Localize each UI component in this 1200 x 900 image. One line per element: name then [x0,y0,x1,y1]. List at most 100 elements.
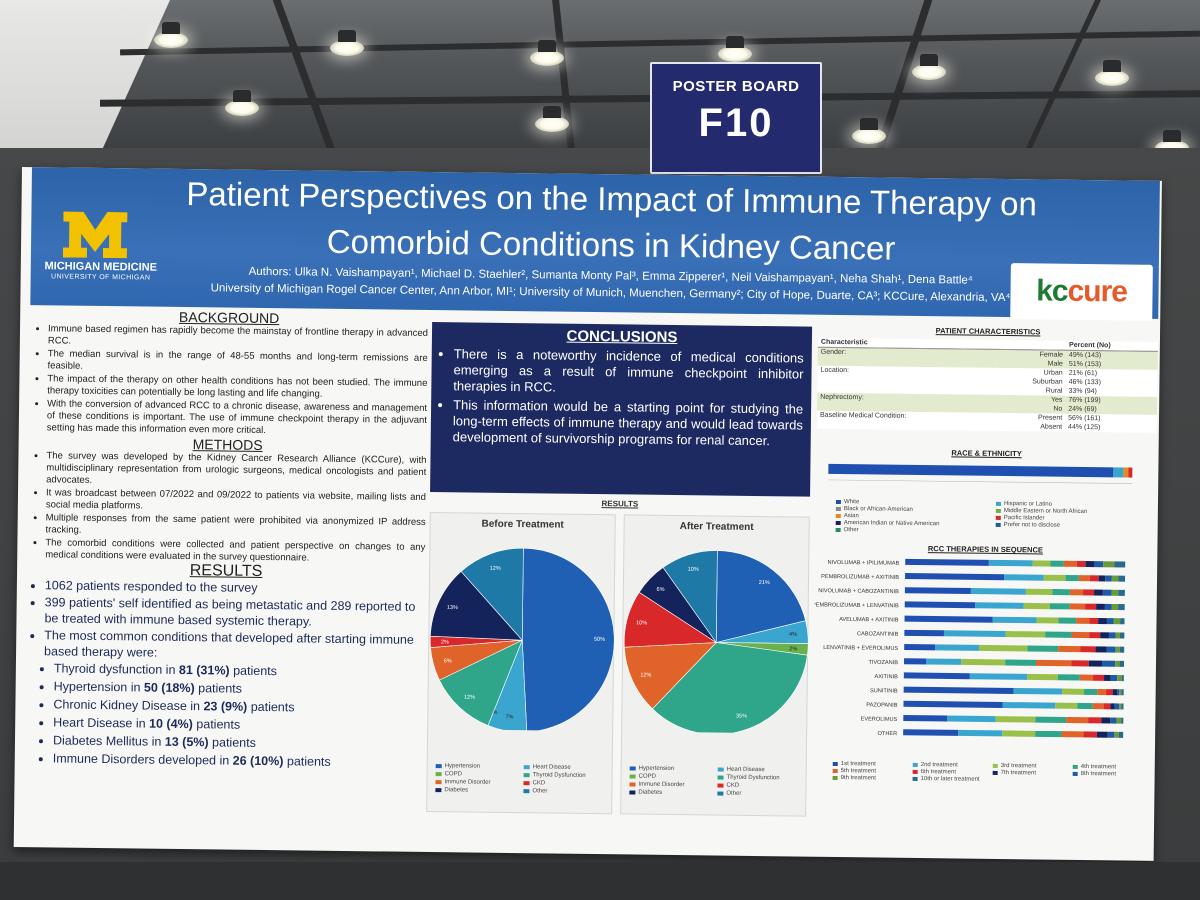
rcc-bar-segment [1083,589,1095,596]
legend-swatch [995,501,1001,506]
rcc-bar-segment [1112,689,1118,696]
rcc-therapy-label: AXITINIB [874,674,898,680]
legend-label: COPD [444,771,462,778]
right-column: PATIENT CHARACTERISTICS Characteristic P… [812,325,1158,859]
legend-label: 3rd treatment [1000,763,1037,770]
rcc-bar-segment [969,673,1028,680]
rcc-bar-segment [1115,632,1120,639]
rcc-bar-segment [903,700,1003,709]
background-item: With the conversion of advanced RCC to a… [47,398,427,439]
legend-entry: 5th treatment [832,768,913,775]
legend-swatch [995,508,1001,513]
pie-data-label: 0% [489,710,497,716]
rcc-bar-segment [1055,702,1078,709]
condition-text: patients [229,663,278,679]
rcc-bar-segment [1066,716,1089,724]
results-item: The most common conditions that develope… [44,627,424,664]
legend-label: Immune Disorder [638,781,685,789]
legend-entry: Other [523,788,611,795]
poster-title-line2: Comorbid Conditions in Kidney Cancer [326,222,896,267]
rcc-bar-segment [1121,675,1124,682]
rcc-bar-segment [1101,717,1111,724]
rcc-bar-segment [1115,646,1120,653]
legend-entry: 1st treatment [832,761,913,768]
rcc-bar-segment [1002,702,1056,709]
legend-label: CKD [532,780,546,787]
legend-swatch [629,790,636,795]
legend-swatch [629,782,636,787]
rcc-bar-segment [958,729,1003,737]
ceiling-beam [272,0,336,150]
rcc-bar-segment [1061,731,1084,738]
legend-label: White [843,499,860,506]
methods-item: Multiple responses from the same patient… [45,512,426,541]
kccure-logo: kccure [1010,263,1153,321]
legend-label: 8th treatment [1080,770,1117,778]
rcc-bar-segment [1118,575,1126,582]
results-charts-label: RESULTS [601,499,639,509]
rcc-bar-segment [1092,703,1104,710]
legend-label: Hispanic or Latino [1003,501,1053,508]
rcc-bar-segment [1076,560,1086,568]
legend-label: 2nd treatment [920,762,958,769]
legend-label: Hypertension [638,765,675,773]
rcc-bar-segment [1105,575,1112,582]
legend-swatch [717,775,724,780]
legend-swatch [1072,764,1078,769]
rcc-bar-segment [1110,674,1118,682]
rcc-bar-segment [1093,674,1105,681]
legend-label: 4th treatment [1080,763,1117,771]
legend-label: CKD [726,782,740,789]
legend-label: American Indian or Native American [843,520,940,528]
condition-text: Chronic Kidney Disease in [53,697,204,714]
pie-legend: Hypertension Heart Disease COPD Thyroid Dys… [629,765,805,797]
pie-data-label: 12% [490,566,501,572]
condition-count: 81 (31%) [178,662,230,678]
legend-entry: Diabetes [629,789,717,796]
legend-entry: Immune Disorder [629,781,717,788]
rcc-bar-segment [1083,731,1097,738]
legend-swatch [435,764,442,769]
pie-slice [439,639,523,726]
condition-count: 50 (18%) [143,680,195,696]
kccure-logo-part: cure [1067,274,1128,309]
conclusions-item: There is a noteworthy incidence of medic… [453,346,804,398]
rcc-bar-segment [1043,574,1066,581]
rcc-bar-segment [1065,574,1079,582]
rcc-therapy-label: TIVOZANIB [868,660,898,666]
condition-text: patients [194,681,243,696]
legend-entry: Heart Disease [717,767,806,774]
rcc-bar-segment [1076,617,1090,624]
legend-swatch [835,520,841,526]
legend-entry: Thyroid Dysfunction [717,775,806,782]
condition-text: patients [192,717,241,732]
conditions-list: Thyroid dysfunction in 81 (31%) patients… [25,660,424,772]
rcc-bar-segment [1057,674,1080,681]
rcc-bar-segment [1002,730,1036,737]
legend-entry: Hypertension [435,763,524,770]
rcc-bar-segment [992,616,1037,624]
ceiling-light [154,22,188,48]
legend-label: Middle Eastern or North African [1003,508,1088,516]
rcc-bar-segment [1036,617,1059,624]
rcc-bar-segment [947,715,996,723]
ceiling-light [718,36,752,62]
rcc-bar-segment [1104,603,1112,610]
legend-entry: 6th treatment [912,769,993,776]
legend-label: Thyroid Dysfunction [532,772,586,779]
wall [0,0,170,150]
pie-data-label: 10% [636,620,647,626]
rcc-bar-segment [1069,603,1086,610]
rcc-bar-segment [1089,617,1099,624]
rcc-bar-segment [903,672,970,680]
legend-swatch [992,770,998,775]
pie-data-label: 12% [464,695,475,701]
rcc-bar-segment [1121,703,1124,710]
methods-list: The survey was developed by the Kidney C… [27,450,426,566]
rcc-bar-segment [1084,688,1098,695]
rcc-bar-segment [1116,717,1122,724]
michigan-logo-icon [62,211,128,259]
rcc-bar-segment [934,644,980,651]
rcc-bar-segment [1023,602,1050,610]
condition-count: 26 (10%) [232,753,284,769]
